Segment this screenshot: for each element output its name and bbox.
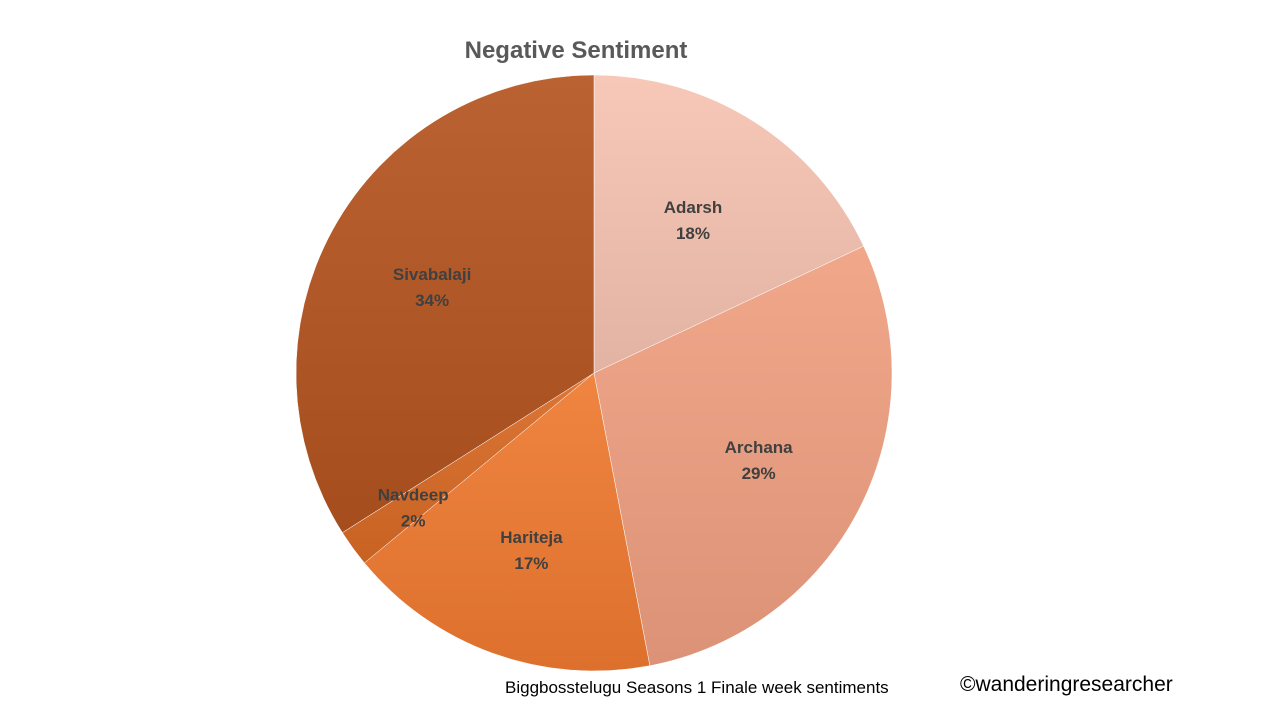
copyright-credit: ©wanderingresearcher: [960, 673, 1173, 696]
slice-value-hariteja: 17%: [514, 554, 548, 573]
slice-labels: Adarsh 18% Archana 29% Hariteja 17% Navdeep 2% S…: [378, 198, 793, 573]
slice-value-archana: 29%: [742, 464, 776, 483]
chart-caption: Biggbosstelugu Seasons 1 Finale week sen…: [505, 678, 889, 697]
pie-slice-sivabalaji: [295, 74, 595, 534]
slice-label-sivabalaji: Sivabalaji: [393, 265, 471, 284]
slice-value-adarsh: 18%: [676, 224, 710, 243]
slice-label-hariteja: Hariteja: [500, 528, 563, 547]
slice-value-navdeep: 2%: [401, 511, 426, 530]
slice-label-navdeep: Navdeep: [378, 485, 449, 504]
chart-title: Negative Sentiment: [465, 37, 688, 64]
pie-slice-archana: [593, 245, 893, 667]
pie-slice-hariteja: [364, 372, 651, 672]
slice-label-archana: Archana: [725, 438, 794, 457]
slice-label-adarsh: Adarsh: [664, 198, 723, 217]
pie-slices: [295, 74, 893, 672]
pie-slice-adarsh: [593, 74, 864, 374]
slice-value-sivabalaji: 34%: [415, 291, 449, 310]
